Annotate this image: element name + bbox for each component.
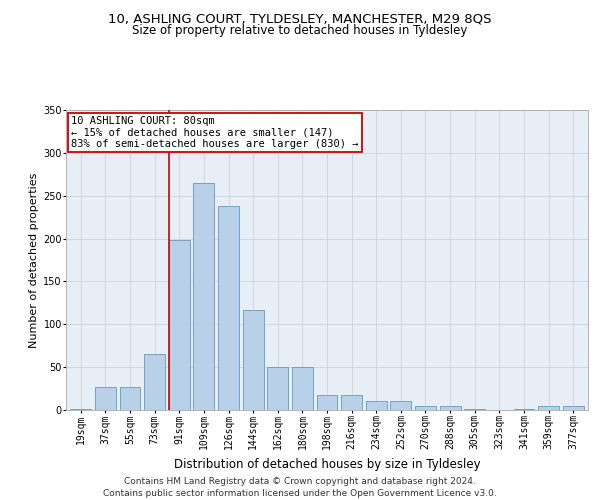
Bar [341, 396, 362, 410]
Bar [144, 354, 165, 410]
Bar [193, 183, 214, 410]
Bar [242, 310, 263, 410]
Bar [119, 387, 140, 410]
Bar [538, 406, 559, 410]
Bar [563, 406, 584, 410]
Bar [366, 402, 387, 410]
Bar [169, 240, 190, 410]
Bar [464, 409, 485, 410]
Bar [218, 206, 239, 410]
Bar [292, 367, 313, 410]
Bar [440, 406, 461, 410]
Text: 10, ASHLING COURT, TYLDESLEY, MANCHESTER, M29 8QS: 10, ASHLING COURT, TYLDESLEY, MANCHESTER… [108, 12, 492, 26]
Y-axis label: Number of detached properties: Number of detached properties [29, 172, 39, 348]
Bar [317, 396, 337, 410]
Text: Contains HM Land Registry data © Crown copyright and database right 2024.
Contai: Contains HM Land Registry data © Crown c… [103, 476, 497, 498]
Text: Size of property relative to detached houses in Tyldesley: Size of property relative to detached ho… [133, 24, 467, 37]
Bar [391, 402, 412, 410]
Bar [415, 406, 436, 410]
Bar [95, 387, 116, 410]
Bar [70, 409, 91, 410]
Bar [267, 367, 288, 410]
X-axis label: Distribution of detached houses by size in Tyldesley: Distribution of detached houses by size … [173, 458, 481, 471]
Text: 10 ASHLING COURT: 80sqm
← 15% of detached houses are smaller (147)
83% of semi-d: 10 ASHLING COURT: 80sqm ← 15% of detache… [71, 116, 359, 149]
Bar [514, 409, 535, 410]
